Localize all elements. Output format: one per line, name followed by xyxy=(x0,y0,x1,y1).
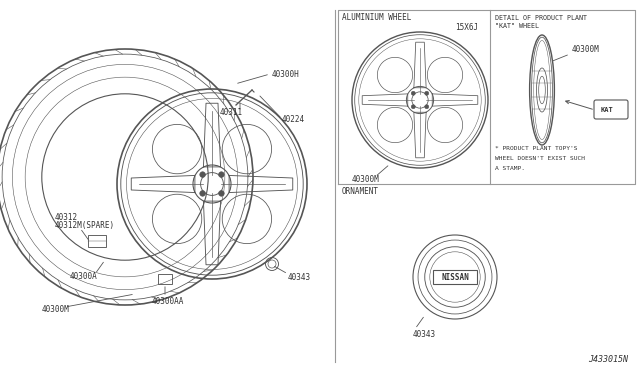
Text: ALUMINIUM WHEEL: ALUMINIUM WHEEL xyxy=(342,13,412,22)
Text: 40300M: 40300M xyxy=(42,305,70,314)
Circle shape xyxy=(412,91,415,95)
Text: 40300M: 40300M xyxy=(352,175,380,184)
Circle shape xyxy=(200,172,205,177)
Text: "KAT" WHEEL: "KAT" WHEEL xyxy=(495,23,539,29)
Circle shape xyxy=(200,190,205,196)
Text: 40312M(SPARE): 40312M(SPARE) xyxy=(55,221,115,230)
Text: 40343: 40343 xyxy=(288,273,311,282)
Circle shape xyxy=(218,172,224,177)
Circle shape xyxy=(218,190,224,196)
Text: 40300A: 40300A xyxy=(70,272,98,281)
Text: 40300H: 40300H xyxy=(272,70,300,79)
Circle shape xyxy=(425,105,429,109)
Text: 40312: 40312 xyxy=(55,213,78,222)
Text: * PRODUCT PLANT TOPY'S: * PRODUCT PLANT TOPY'S xyxy=(495,146,577,151)
Text: ORNAMENT: ORNAMENT xyxy=(342,187,379,196)
Text: WHEEL DOESN'T EXIST SUCH: WHEEL DOESN'T EXIST SUCH xyxy=(495,156,585,161)
Text: 40224: 40224 xyxy=(282,115,305,124)
Text: 40311: 40311 xyxy=(220,108,243,117)
Text: 15X6J: 15X6J xyxy=(455,23,478,32)
Text: 40343: 40343 xyxy=(413,330,436,339)
Text: DETAIL OF PRODUCT PLANT: DETAIL OF PRODUCT PLANT xyxy=(495,15,587,21)
Text: 40300M: 40300M xyxy=(572,45,600,54)
Circle shape xyxy=(425,91,429,95)
Text: 40300AA: 40300AA xyxy=(152,297,184,306)
Text: A STAMP.: A STAMP. xyxy=(495,166,525,171)
Text: KAT: KAT xyxy=(601,106,614,112)
FancyBboxPatch shape xyxy=(594,100,628,119)
Circle shape xyxy=(412,105,415,109)
Text: J433015N: J433015N xyxy=(588,355,628,364)
Text: NISSAN: NISSAN xyxy=(441,273,469,282)
